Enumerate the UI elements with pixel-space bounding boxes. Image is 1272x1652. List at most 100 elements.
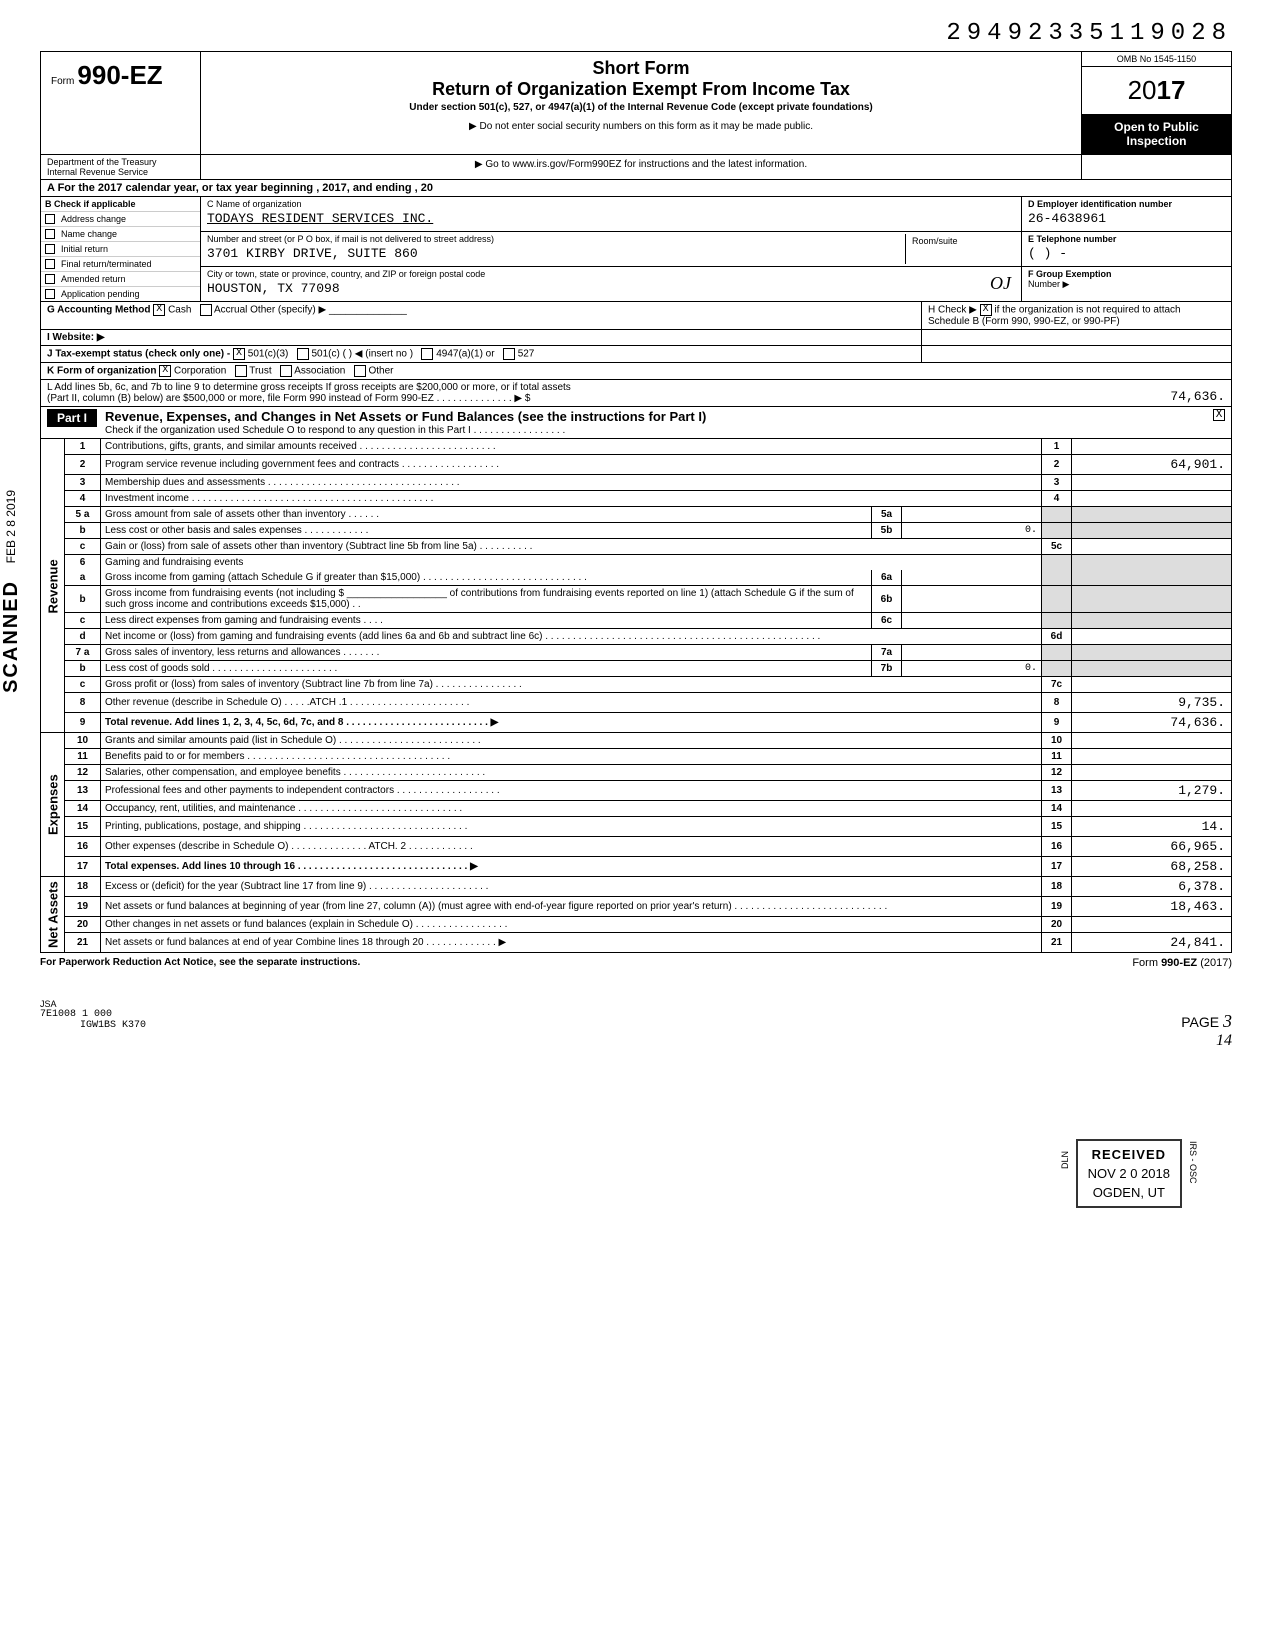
instructions-note: Go to www.irs.gov/Form990EZ for instruct… [201, 155, 1081, 179]
document-locator-number: 29492335119028 [40, 20, 1232, 47]
org-name: TODAYS RESIDENT SERVICES INC. [207, 209, 1015, 226]
part-1-header: Part I Revenue, Expenses, and Changes in… [40, 407, 1232, 439]
val-1 [1072, 439, 1232, 455]
val-4 [1072, 491, 1232, 507]
chk-final-return[interactable]: Final return/terminated [41, 256, 200, 271]
chk-association[interactable] [280, 365, 292, 377]
ein-row: D Employer identification number 26-4638… [1021, 197, 1231, 232]
ssn-note: Do not enter social security numbers on … [207, 121, 1075, 132]
address-row: Number and street (or P O box, if mail i… [201, 232, 1021, 267]
col-b-header: B Check if applicable [41, 197, 200, 211]
chk-corporation[interactable]: X [159, 365, 171, 377]
chk-527[interactable] [503, 348, 515, 360]
val-16: 66,965. [1072, 837, 1232, 857]
chk-4947[interactable] [421, 348, 433, 360]
public-inspection: Open to Public Inspection [1082, 114, 1231, 154]
part-1-title: Revenue, Expenses, and Changes in Net As… [105, 409, 706, 424]
phone: ( ) - [1028, 244, 1225, 261]
val-10 [1072, 733, 1232, 749]
dept-irs: Internal Revenue Service [47, 167, 194, 177]
title-box: Short Form Return of Organization Exempt… [201, 52, 1081, 154]
row-l: L Add lines 5b, 6c, and 7b to line 9 to … [40, 380, 1232, 407]
val-20 [1072, 917, 1232, 933]
part-1-badge: Part I [47, 409, 97, 427]
val-19: 18,463. [1072, 897, 1232, 917]
val-3 [1072, 475, 1232, 491]
footer: For Paperwork Reduction Act Notice, see … [40, 957, 1232, 969]
dept-row: Department of the Treasury Internal Reve… [40, 155, 1232, 180]
form-prefix: Form [51, 76, 74, 87]
val-9: 74,636. [1072, 713, 1232, 733]
col-c-org-info: C Name of organization TODAYS RESIDENT S… [201, 197, 1021, 301]
year-box: OMB No 1545-1150 2017 Open to Public Ins… [1081, 52, 1231, 154]
paperwork-notice: For Paperwork Reduction Act Notice, see … [40, 957, 360, 969]
chk-schedule-o[interactable]: X [1213, 409, 1225, 421]
val-21: 24,841. [1072, 933, 1232, 953]
phone-row: E Telephone number ( ) - [1021, 232, 1231, 267]
netassets-side-label: Net Assets [41, 877, 65, 953]
chk-501c[interactable] [297, 348, 309, 360]
row-g-h: G Accounting Method X Cash Accrual Other… [40, 302, 1232, 330]
department: Department of the Treasury Internal Reve… [41, 155, 201, 179]
expenses-side-label: Expenses [41, 733, 65, 877]
val-18: 6,378. [1072, 877, 1232, 897]
received-stamp: RECEIVED NOV 2 0 2018 OGDEN, UT IRS - OS… [1076, 1139, 1182, 1208]
val-6d [1072, 629, 1232, 645]
accounting-method: G Accounting Method X Cash Accrual Other… [41, 302, 921, 329]
val-5c [1072, 539, 1232, 555]
org-name-row: C Name of organization TODAYS RESIDENT S… [201, 197, 1021, 232]
ein: 26-4638961 [1028, 209, 1225, 226]
chk-accrual[interactable] [200, 304, 212, 316]
gross-receipts: 74,636. [1065, 389, 1225, 404]
val-15: 14. [1072, 817, 1232, 837]
tax-exempt-status: J Tax-exempt status (check only one) - X… [41, 346, 921, 362]
val-8: 9,735. [1072, 693, 1232, 713]
chk-amended-return[interactable]: Amended return [41, 271, 200, 286]
col-b-checkboxes: B Check if applicable Address change Nam… [41, 197, 201, 301]
chk-trust[interactable] [235, 365, 247, 377]
chk-no-schedule-b[interactable]: X [980, 304, 992, 316]
chk-cash[interactable]: X [153, 304, 165, 316]
revenue-side-label: Revenue [41, 439, 65, 733]
part-1-sub: Check if the organization used Schedule … [105, 425, 565, 436]
website: I Website: ▶ [41, 330, 921, 345]
row-k: K Form of organization X Corporation Tru… [40, 363, 1232, 380]
chk-501c3[interactable]: X [233, 348, 245, 360]
chk-address-change[interactable]: Address change [41, 211, 200, 226]
form-number-box: Form 990-EZ [41, 52, 201, 154]
scanned-date: FEB 2 8 2019 [4, 490, 18, 563]
form-header: Form 990-EZ Short Form Return of Organiz… [40, 51, 1232, 155]
page-number: PAGE 3 14 [40, 1011, 1232, 1050]
subtitle: Under section 501(c), 527, or 4947(a)(1)… [207, 102, 1075, 113]
chk-application-pending[interactable]: Application pending [41, 286, 200, 301]
val-11 [1072, 749, 1232, 765]
val-5b: 0. [902, 523, 1042, 539]
section-a-year: A For the 2017 calendar year, or tax yea… [40, 180, 1232, 197]
val-17: 68,258. [1072, 857, 1232, 877]
val-12 [1072, 765, 1232, 781]
city-label: City or town, state or province, country… [207, 269, 1015, 279]
val-2: 64,901. [1072, 455, 1232, 475]
city-row: City or town, state or province, country… [201, 267, 1021, 301]
val-7b: 0. [902, 661, 1042, 677]
val-7c [1072, 677, 1232, 693]
identification-grid: B Check if applicable Address change Nam… [40, 197, 1232, 302]
chk-other-org[interactable] [354, 365, 366, 377]
col-d-right: D Employer identification number 26-4638… [1021, 197, 1231, 301]
short-form-label: Short Form [207, 58, 1075, 79]
return-title: Return of Organization Exempt From Incom… [207, 79, 1075, 100]
address: 3701 KIRBY DRIVE, SUITE 860 [207, 244, 911, 261]
group-exemption-row: F Group Exemption Number ▶ [1021, 267, 1231, 301]
row-i: I Website: ▶ [40, 330, 1232, 346]
dept-treasury: Department of the Treasury [47, 157, 194, 167]
form-number: 990-EZ [77, 60, 162, 90]
val-13: 1,279. [1072, 781, 1232, 801]
room-suite: Room/suite [905, 234, 1015, 264]
val-14 [1072, 801, 1232, 817]
initials-handwritten: OJ [990, 273, 1011, 294]
chk-name-change[interactable]: Name change [41, 226, 200, 241]
chk-initial-return[interactable]: Initial return [41, 241, 200, 256]
part-1-table: Revenue 1Contributions, gifts, grants, a… [40, 439, 1232, 953]
row-j: J Tax-exempt status (check only one) - X… [40, 346, 1232, 363]
addr-label: Number and street (or P O box, if mail i… [207, 234, 911, 244]
